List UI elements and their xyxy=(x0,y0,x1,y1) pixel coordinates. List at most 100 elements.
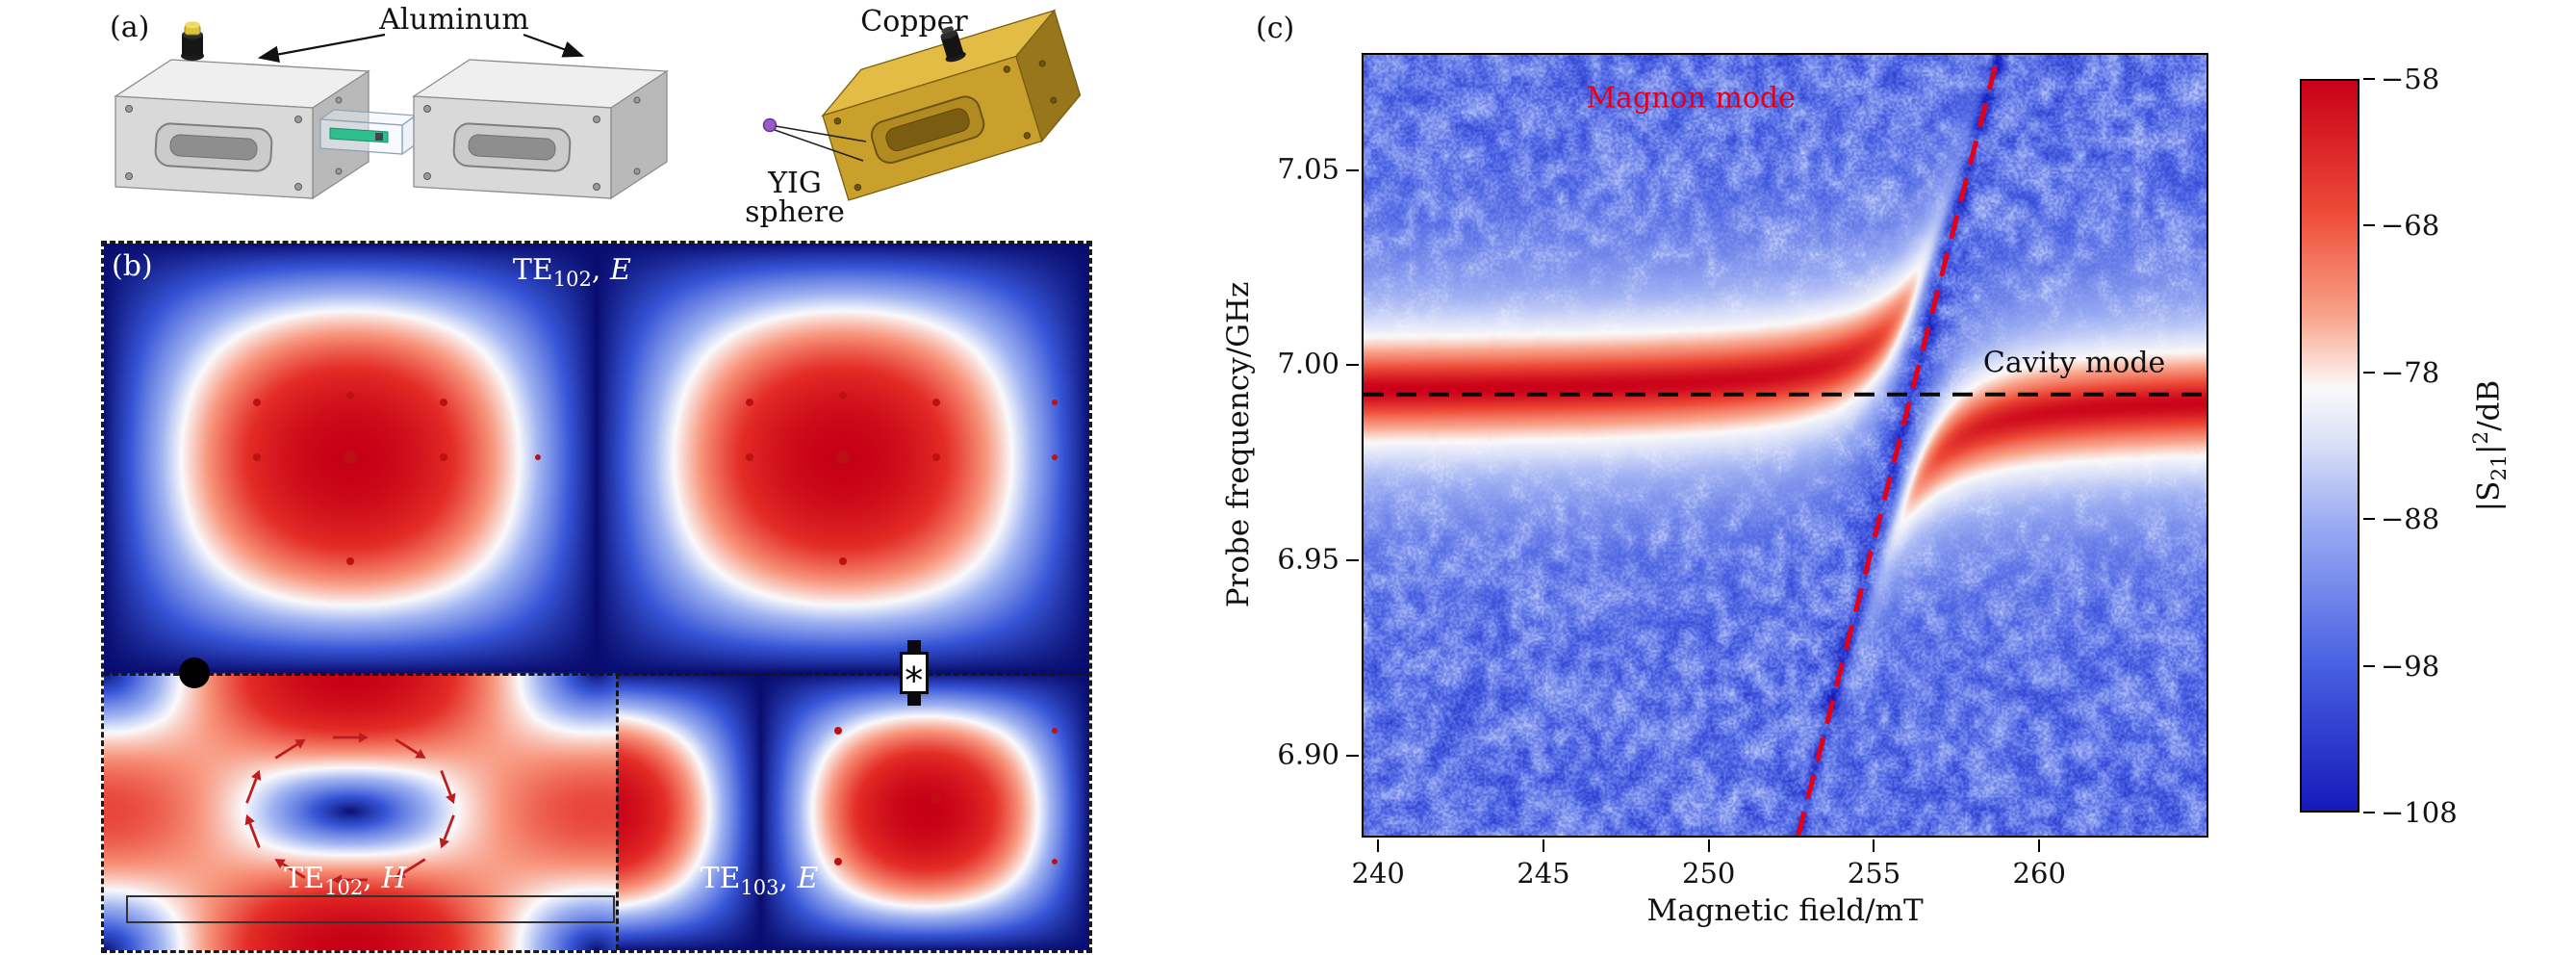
x-axis-label: Magnetic field/mT xyxy=(1646,893,1924,928)
field-sample-dot xyxy=(745,399,753,407)
mode-subscript: 103 xyxy=(740,876,779,900)
mode-label-te103-e: TE103, E xyxy=(700,862,818,899)
x-axis-ticks: 240 245 250 255 260 xyxy=(1351,839,2208,897)
x-tick-mark xyxy=(1707,839,1710,852)
colorbar-ticks: −58 −68 −78 −88 −98 −108 xyxy=(2363,63,2488,829)
field-sample-dot xyxy=(344,451,357,465)
x-tick-label: 240 xyxy=(1351,857,1405,890)
mode-field: E xyxy=(609,253,631,287)
yig-label-1: YIG xyxy=(767,167,822,200)
cbar-label-sup: 2 xyxy=(2469,430,2494,445)
h-field-arrow xyxy=(239,812,265,852)
x-tick-mark xyxy=(1542,839,1544,852)
field-sample-dot xyxy=(534,454,541,461)
y-tick-label: 6.95 xyxy=(1277,542,1339,576)
yig-pointer-2 xyxy=(774,129,864,162)
h-field-arrow xyxy=(436,812,462,852)
field-sample-dot xyxy=(1052,728,1058,735)
h-field-arrow xyxy=(331,730,370,743)
cbar-label-mid: | xyxy=(2471,444,2507,455)
h-field-arrow xyxy=(269,733,309,764)
colorbar-tick-label: −88 xyxy=(2381,503,2440,536)
mode-base: TE xyxy=(284,862,325,896)
colorbar-tick-mark xyxy=(2363,812,2375,813)
colorbar-tick-label: −98 xyxy=(2381,649,2440,683)
transmon-qubit-marker: * xyxy=(899,639,929,706)
h-field-arrow xyxy=(331,874,370,888)
field-sample-dot xyxy=(833,858,842,866)
field-sample-dot xyxy=(932,453,941,462)
colorbar-tick-label: −108 xyxy=(2381,796,2458,829)
cbar-label-pre: |S xyxy=(2471,480,2507,512)
colorbar-label: |S21|2/dB xyxy=(2469,380,2512,512)
h-field-arrow xyxy=(392,733,431,764)
colorbar-tick-mark xyxy=(2363,518,2375,521)
mode-label-te102-e: TE102, E xyxy=(513,253,631,291)
x-tick-mark xyxy=(1377,839,1380,852)
panel-a-label: (a) xyxy=(110,11,149,44)
mode-field: E xyxy=(797,862,819,896)
colorbar-tick-label: −68 xyxy=(2381,209,2440,243)
colorbar-tick-mark xyxy=(2363,224,2375,227)
panel-a-schematic: (a) Aluminum xyxy=(110,3,1082,229)
mode-label-te102-h: TE102, H xyxy=(284,862,406,899)
annotation-magnon: Magnon mode xyxy=(1586,81,1796,116)
mode-subscript: 102 xyxy=(324,876,364,900)
mode-lines-overlay xyxy=(1364,55,2206,836)
colorbar-tick-mark xyxy=(2363,78,2375,80)
field-sample-dot xyxy=(931,793,942,804)
colorbar-tick-label: −78 xyxy=(2381,355,2440,389)
field-sample-dot xyxy=(839,557,847,566)
field-sample-dot xyxy=(440,399,448,407)
yig-label-2: sphere xyxy=(745,195,845,229)
x-tick-label: 250 xyxy=(1682,857,1736,890)
x-tick-mark xyxy=(2038,839,2041,852)
x-tick-label: 255 xyxy=(1847,857,1901,890)
y-tick-label: 7.05 xyxy=(1277,151,1339,185)
colorbar xyxy=(2300,79,2359,813)
asterisk-glyph: * xyxy=(905,658,924,694)
mode-divider-vertical xyxy=(616,672,620,950)
mode-base: TE xyxy=(700,862,741,896)
magnon-mode-line xyxy=(1796,55,2001,836)
colorbar-tick-mark xyxy=(2363,664,2375,667)
mode-base: TE xyxy=(512,253,553,287)
field-sample-dot xyxy=(745,453,753,462)
colorbar-canvas xyxy=(2302,81,2358,811)
y-tick-mark xyxy=(1346,168,1359,171)
colorbar-tick-label: −58 xyxy=(2381,63,2440,95)
h-field-arrow xyxy=(436,766,462,807)
mode-separator: , xyxy=(363,862,382,896)
field-map-canvas xyxy=(104,244,1089,950)
panel-c-label: (c) xyxy=(1256,12,1295,45)
y-axis-ticks: 6.90 6.95 7.00 7.05 xyxy=(1277,53,1359,838)
strip-outline xyxy=(125,894,616,924)
y-tick-label: 6.90 xyxy=(1277,737,1339,771)
field-sample-dot xyxy=(833,727,842,736)
transmon-chip xyxy=(319,109,418,156)
mode-separator: , xyxy=(591,253,610,287)
aluminum-label: Aluminum xyxy=(378,3,529,37)
y-tick-mark xyxy=(1346,559,1359,562)
field-sample-dot xyxy=(836,451,850,465)
y-tick-mark xyxy=(1346,754,1359,757)
field-sample-dot xyxy=(932,399,941,407)
yig-pointer-1 xyxy=(775,125,867,142)
aluminum-cavity-2 xyxy=(411,59,670,200)
spectrum-plot: Magnon mode Cavity mode xyxy=(1362,53,2208,838)
cavity-slot-2 xyxy=(452,122,572,172)
colorbar-tick-mark xyxy=(2363,371,2375,374)
panel-b-field-map: (b) TE102, E TE102, H TE103, E * xyxy=(101,241,1092,953)
cbar-label-sub: 21 xyxy=(2487,454,2512,481)
y-tick-mark xyxy=(1346,364,1359,367)
mode-subscript: 102 xyxy=(552,268,592,291)
mode-divider-horizontal xyxy=(104,672,1089,676)
field-sample-dot xyxy=(252,453,261,462)
marker-cap-bottom xyxy=(906,693,921,706)
field-sample-dot xyxy=(346,391,354,400)
cavity-slot-1 xyxy=(154,122,273,172)
y-tick-label: 7.00 xyxy=(1277,347,1339,380)
yig-sphere-marker xyxy=(179,657,211,688)
aluminum-cavity-1 xyxy=(113,21,418,200)
sma-connector-icon xyxy=(940,26,966,63)
